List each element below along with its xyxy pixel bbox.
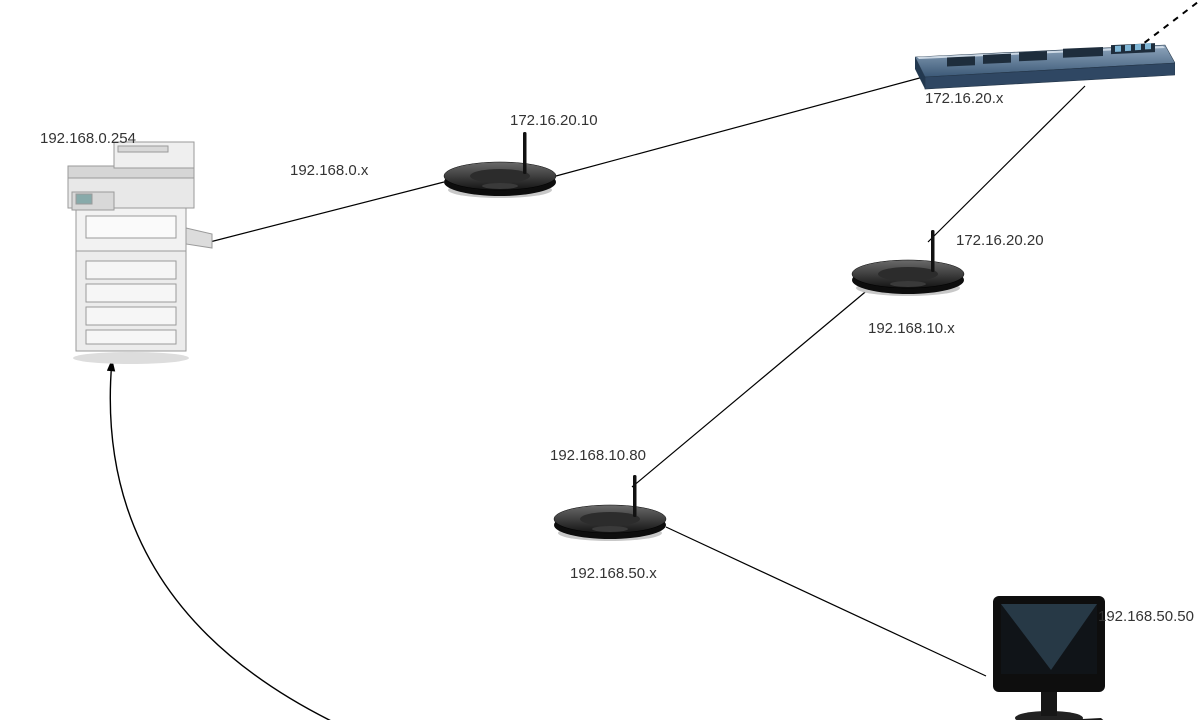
router1-node xyxy=(440,132,560,207)
printer-icon xyxy=(58,136,218,366)
router3-node xyxy=(550,475,670,550)
router3-wan-label: 192.168.10.80 xyxy=(550,447,646,464)
printer-node xyxy=(58,136,218,371)
router-icon xyxy=(440,132,560,202)
printer-ip-label: 192.168.0.254 xyxy=(40,130,136,147)
switch-subnet-label: 172.16.20.x xyxy=(925,90,1003,107)
rack-switch-icon xyxy=(915,35,1175,95)
router1-wan-label: 172.16.20.10 xyxy=(510,112,598,129)
router-icon xyxy=(550,475,670,545)
router3-lan-label: 192.168.50.x xyxy=(570,565,657,582)
pc-ip-label: 192.168.50.50 xyxy=(1098,608,1194,625)
router2-lan-label: 192.168.10.x xyxy=(868,320,955,337)
router-icon xyxy=(848,230,968,300)
router2-node xyxy=(848,230,968,305)
router2-wan-label: 172.16.20.20 xyxy=(956,232,1044,249)
router1-lan-label: 192.168.0.x xyxy=(290,162,368,179)
